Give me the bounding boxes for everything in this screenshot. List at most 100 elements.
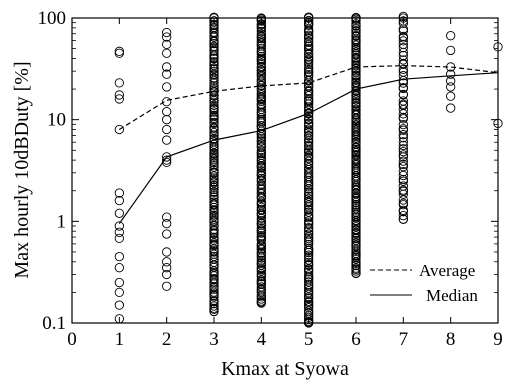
- scatter-point: [209, 85, 219, 95]
- scatter-point: [209, 184, 219, 195]
- scatter-point: [304, 280, 314, 290]
- x-tick-label: 5: [304, 329, 314, 350]
- scatter-point: [256, 29, 266, 39]
- scatter-point: [209, 63, 219, 73]
- x-axis-label: Kmax at Syowa: [221, 358, 349, 380]
- scatter-point: [304, 286, 314, 296]
- scatter-point: [209, 160, 219, 170]
- scatter-point: [162, 157, 172, 168]
- scatter-point: [351, 158, 361, 169]
- scatter-point: [304, 257, 314, 268]
- scatter-point: [209, 165, 219, 175]
- scatter-point: [351, 263, 361, 273]
- scatter-point: [351, 70, 361, 80]
- scatter-point: [446, 91, 456, 101]
- scatter-point: [114, 263, 124, 273]
- x-tick-label: 2: [162, 329, 172, 350]
- scatter-point: [304, 167, 314, 177]
- x-tick-label: 9: [493, 329, 503, 350]
- scatter-point: [162, 257, 172, 267]
- scatter-point: [256, 231, 266, 241]
- scatter-point: [256, 223, 266, 233]
- scatter-point: [209, 167, 219, 177]
- scatter-point: [256, 145, 266, 156]
- scatter-point: [304, 140, 314, 151]
- scatter-point: [398, 198, 408, 208]
- scatter-point: [256, 44, 266, 54]
- scatter-point: [351, 24, 361, 34]
- scatter-point: [351, 47, 361, 57]
- scatter-point: [256, 88, 266, 98]
- scatter-point: [162, 263, 172, 273]
- scatter-point: [304, 70, 314, 80]
- scatter-point: [114, 251, 124, 262]
- scatter-point: [162, 135, 172, 145]
- scatter-point: [351, 154, 361, 164]
- scatter-point: [351, 139, 361, 149]
- scatter-point: [114, 124, 124, 135]
- scatter-point: [398, 16, 408, 26]
- scatter-point: [256, 215, 266, 226]
- scatter-point: [304, 229, 314, 239]
- scatter-point: [209, 100, 219, 110]
- scatter-point: [256, 58, 266, 69]
- series-line-median: [118, 72, 499, 224]
- scatter-point: [446, 69, 456, 79]
- scatter-point: [256, 263, 266, 273]
- scatter-point: [304, 67, 314, 77]
- scatter-point: [351, 142, 361, 152]
- scatter-point: [351, 104, 361, 115]
- scatter-point: [162, 247, 172, 257]
- legend-label-average: Average: [419, 261, 475, 280]
- scatter-point: [446, 76, 456, 86]
- scatter-point: [304, 15, 314, 26]
- scatter-point: [209, 197, 219, 207]
- scatter-point: [351, 137, 361, 147]
- scatter-point: [304, 191, 314, 201]
- scatter-point: [304, 118, 314, 128]
- scatter-point: [209, 210, 219, 220]
- scatter-point: [351, 30, 361, 41]
- scatter-point: [398, 124, 408, 134]
- scatter-point: [209, 194, 219, 204]
- scatter-point: [256, 187, 266, 197]
- scatter-point: [351, 191, 361, 202]
- scatter-point: [304, 30, 314, 40]
- scatter-point: [398, 162, 408, 172]
- scatter-point: [256, 166, 266, 176]
- scatter-point: [446, 103, 456, 113]
- scatter-point: [256, 26, 266, 37]
- scatter-point: [304, 193, 314, 204]
- x-tick-label: 6: [351, 329, 361, 350]
- scatter-point: [304, 243, 314, 253]
- scatter-point: [304, 36, 314, 46]
- scatter-point: [209, 78, 219, 88]
- scatter-point: [304, 124, 314, 134]
- scatter-point: [398, 130, 408, 140]
- scatter-point: [256, 31, 266, 41]
- scatter-point: [304, 189, 314, 199]
- scatter-point: [114, 94, 124, 104]
- series-lines: [118, 64, 499, 224]
- scatter-point: [256, 282, 266, 292]
- y-axis-label: Max hourly 10dBDuty [%]: [11, 61, 33, 278]
- plot-frame: [71, 17, 499, 324]
- scatter-point: [304, 216, 314, 226]
- scatter-point: [304, 259, 314, 270]
- scatter-point: [162, 106, 172, 117]
- scatter-point: [256, 141, 266, 151]
- scatter-point: [304, 207, 314, 217]
- scatter-point: [209, 117, 219, 128]
- scatter-point: [398, 55, 408, 65]
- scatter-point: [351, 205, 361, 215]
- scatter-point: [162, 69, 172, 79]
- scatter-point: [398, 150, 408, 160]
- x-tick-label: 0: [67, 329, 77, 350]
- scatter-point: [398, 89, 408, 100]
- scatter-point: [209, 303, 219, 313]
- scatter-point: [304, 187, 314, 197]
- x-axis: 0 1 2 3 4 5 6 7 8 9: [67, 18, 503, 350]
- scatter-point: [209, 306, 219, 317]
- scatter-point: [398, 43, 408, 53]
- scatter-point: [114, 195, 124, 206]
